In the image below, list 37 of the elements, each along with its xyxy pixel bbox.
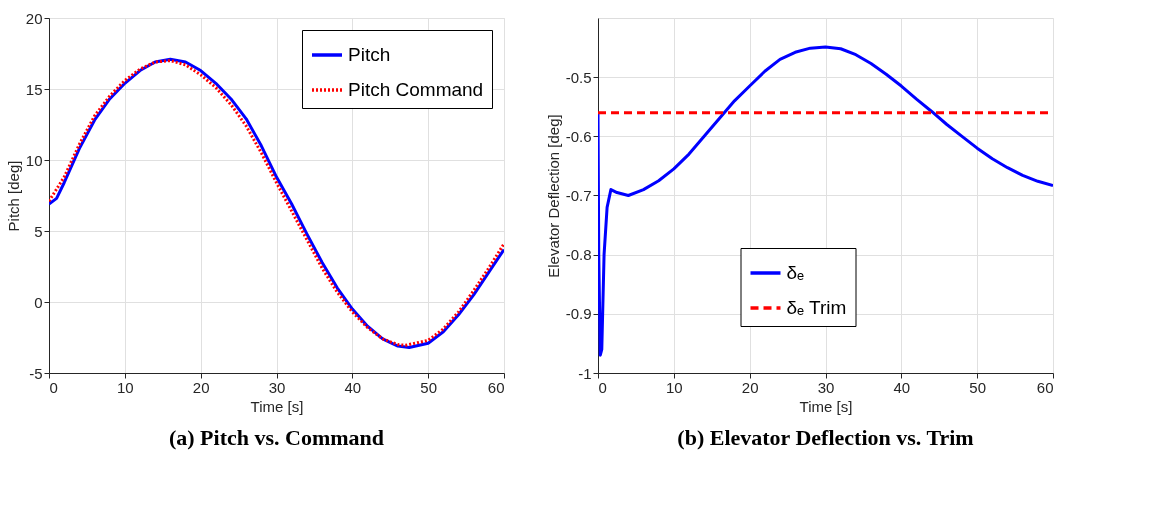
line-series [598,45,1053,357]
y-tick-label: -0.9 [565,305,592,323]
text: (b) Elevator Deflection vs. Trim [677,425,974,450]
x-tick-label: 50 [969,378,987,396]
x-axis-title: Time [s] [250,397,304,415]
x-tick-label: 60 [487,378,505,396]
y-tick-label: 15 [25,80,43,98]
legend-label: δₑ [786,262,805,283]
x-tick-label: 10 [116,378,134,396]
x-tick-label: 40 [893,378,911,396]
x-tick-label: 0 [598,378,607,396]
x-tick-label: 0 [49,378,58,396]
legend-label: δₑ Trim [786,297,847,318]
y-tick-label: -0.8 [565,246,592,264]
x-tick-label: 20 [192,378,210,396]
x-tick-label: 30 [268,378,286,396]
y-tick-label: -0.6 [565,127,592,145]
y-tick-label: -5 [29,364,43,382]
y-tick-label: -0.7 [565,187,592,204]
y-tick-label: 20 [25,9,43,27]
x-tick-label: 40 [344,378,362,396]
y-tick-label: 5 [34,222,43,240]
y-axis-title: Pitch [deg] [4,160,22,232]
x-axis-title: Time [s] [799,397,853,415]
y-tick-label: -0.5 [565,68,592,86]
y-axis-title: Elevator Deflection [deg] [544,114,562,278]
x-tick-label: 20 [741,378,759,396]
legend-label: Pitch [348,44,391,65]
y-tick-label: 0 [34,293,43,311]
y-tick-label: 10 [25,151,43,169]
x-tick-label: 30 [817,378,835,396]
x-tick-label: 50 [420,378,438,396]
x-tick-label: 60 [1036,378,1054,396]
text: (a) Pitch vs. Command [168,425,385,450]
x-tick-label: 10 [665,378,683,396]
y-tick-label: -1 [578,364,592,382]
legend-label: Pitch Command [348,79,484,100]
